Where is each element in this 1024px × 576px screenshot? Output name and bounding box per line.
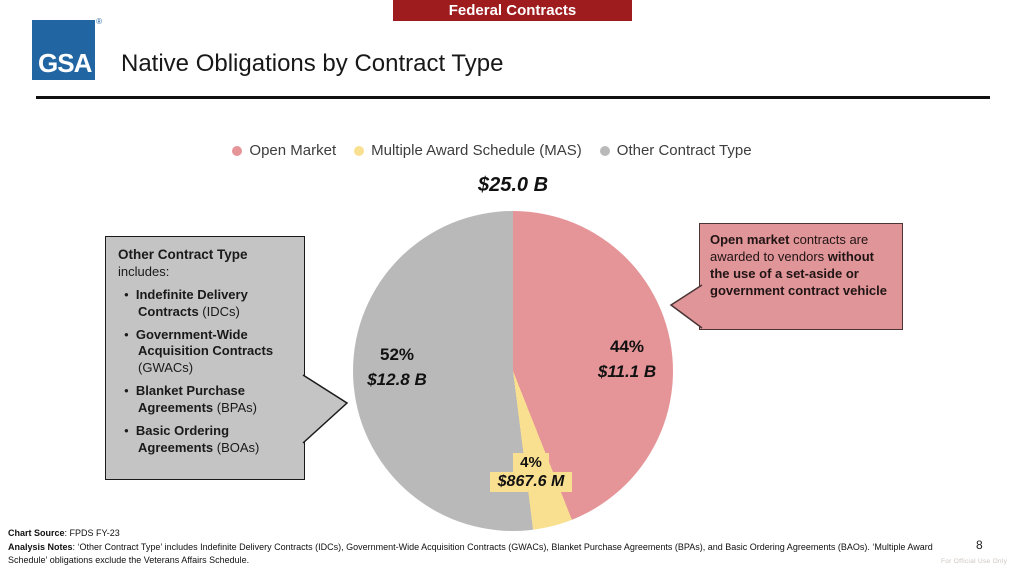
page-number: 8 (976, 538, 983, 552)
gsa-logo: GSA ® (32, 17, 102, 80)
other-contract-list: Indefinite Delivery Contracts (IDCs) Gov… (118, 287, 294, 457)
chart-legend: Open Market Multiple Award Schedule (MAS… (162, 142, 822, 159)
slice-pct-open-market: 44% (609, 337, 645, 356)
list-item: Indefinite Delivery Contracts (IDCs) (136, 287, 294, 321)
open-market-callout-bold2: without the use of a set-aside or govern… (710, 248, 887, 298)
chart-source-line: Chart Source: FPDS FY-23 (8, 528, 120, 538)
other-contract-callout-header-rest: includes: (118, 263, 170, 279)
slice-label-open-market: 44% $11.1 B (577, 337, 677, 382)
footer-notes: Chart Source: FPDS FY-23 Analysis Notes:… (8, 527, 938, 568)
legend-swatch-mas (354, 145, 365, 156)
legend-item-mas: Multiple Award Schedule (MAS) (354, 142, 582, 159)
open-market-callout-text1: contracts are awarded to vendors (710, 232, 869, 264)
other-contract-callout: Other Contract Type includes: Indefinite… (105, 236, 305, 480)
pie-total-label: $25.0 B (477, 174, 549, 196)
legend-item-open-market: Open Market (232, 142, 336, 159)
other-contract-callout-header: Other Contract Type includes: (118, 246, 294, 281)
callout-left-pointer-icon (302, 374, 349, 444)
list-item: Blanket Purchase Agreements (BPAs) (136, 383, 294, 417)
list-item: Government-Wide Acquisition Contracts (G… (136, 327, 294, 378)
slice-pct-mas: 4% (513, 453, 549, 472)
category-banner-label: Federal Contracts (448, 2, 577, 19)
legend-label-mas: Multiple Award Schedule (MAS) (371, 142, 582, 159)
classification-marking: For Official Use Only (941, 558, 1008, 565)
other-contract-callout-header-bold: Other Contract Type (118, 247, 248, 262)
legend-swatch-open-market (232, 145, 243, 156)
legend-label-other: Other Contract Type (616, 142, 752, 159)
open-market-callout: Open market contracts are awarded to ven… (699, 223, 903, 330)
legend-label-open-market: Open Market (249, 142, 337, 159)
analysis-notes-line: Analysis Notes: ‘Other Contract Type’ in… (8, 541, 933, 566)
slice-label-mas: 4% $867.6 M (451, 453, 611, 492)
legend-swatch-other (599, 145, 610, 156)
slice-label-other: 52% $12.8 B (347, 345, 447, 390)
list-item: Basic Ordering Agreements (BOAs) (136, 423, 294, 457)
gsa-logo-text: GSA (38, 48, 92, 78)
callout-right-pointer-icon (669, 284, 703, 329)
page-title: Native Obligations by Contract Type (121, 50, 504, 77)
title-divider (36, 96, 990, 99)
slice-amount-open-market: $11.1 B (597, 362, 657, 381)
category-banner: Federal Contracts (393, 0, 632, 21)
slice-pct-other: 52% (379, 345, 415, 364)
open-market-callout-bold1: Open market (710, 232, 790, 247)
slice-amount-mas: $867.6 M (489, 472, 573, 492)
registered-trademark-icon: ® (96, 17, 102, 26)
legend-item-other: Other Contract Type (599, 142, 752, 159)
slice-amount-other: $12.8 B (367, 370, 427, 389)
